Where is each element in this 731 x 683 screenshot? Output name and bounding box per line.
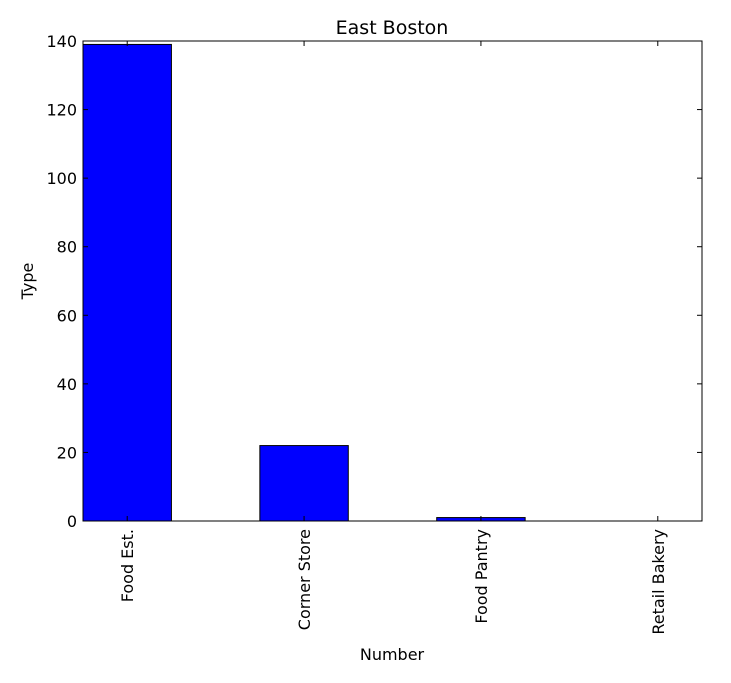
x-tick-label: Food Est. xyxy=(118,529,137,602)
y-tick-label: 0 xyxy=(67,512,77,531)
y-tick-label: 80 xyxy=(57,238,77,257)
y-tick-label: 140 xyxy=(46,32,77,51)
x-ticks-group: Food Est. Corner Store Food Pantry Retail B… xyxy=(118,41,668,635)
bar-corner-store xyxy=(259,445,349,522)
plot-frame xyxy=(82,40,703,522)
y-tick-label: 100 xyxy=(46,169,77,188)
y-ticks-group: 0 20 40 60 80 100 120 140 xyxy=(46,32,702,531)
x-tick-label: Food Pantry xyxy=(472,529,491,624)
x-tick-label: Corner Store xyxy=(295,529,314,630)
y-tick-label: 120 xyxy=(46,101,77,120)
y-tick-label: 20 xyxy=(57,443,77,462)
y-axis-label: Type xyxy=(18,263,37,301)
bars-group xyxy=(82,43,526,522)
y-tick-label: 60 xyxy=(57,306,77,325)
y-tick-label: 40 xyxy=(57,375,77,394)
x-tick-label: Retail Bakery xyxy=(649,529,668,635)
chart-title: East Boston xyxy=(336,17,449,39)
x-axis-label: Number xyxy=(360,645,425,664)
bar-food-est xyxy=(82,43,172,522)
